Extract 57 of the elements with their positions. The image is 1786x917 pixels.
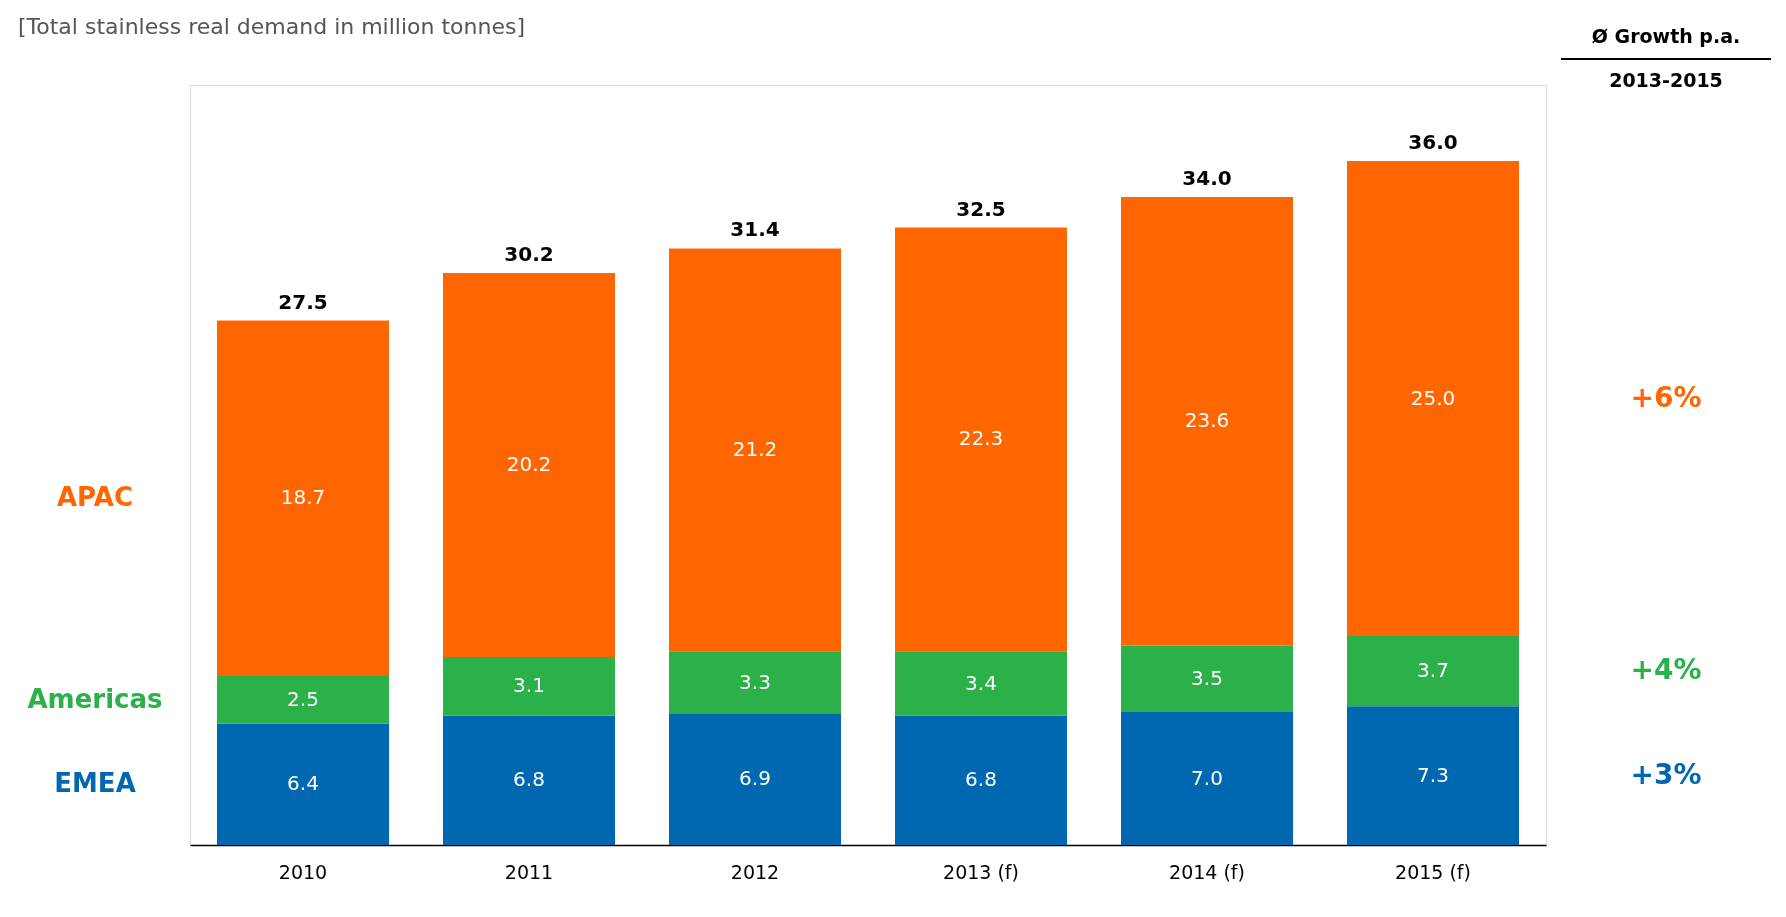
text: 2013-2015 (1609, 69, 1723, 91)
bar (1121, 645, 1293, 712)
bar (1347, 706, 1519, 845)
bar (217, 675, 389, 724)
data-label: 3.3 (739, 669, 771, 694)
bar (1121, 197, 1293, 646)
text: APAC (57, 482, 133, 513)
bar (1347, 636, 1519, 707)
x-tick-label: 2011 (504, 860, 554, 883)
data-label: 2.5 (287, 686, 319, 711)
x-tick-label: 2015 (f) (1395, 860, 1471, 883)
data-label: 6.8 (513, 767, 545, 792)
data-label: 7.0 (1191, 765, 1223, 790)
x-tick-label: 2012 (730, 860, 780, 883)
x-tick-label: 2014 (f) (1169, 860, 1245, 883)
bar (895, 227, 1067, 652)
bar (443, 656, 615, 716)
data-label: 3.1 (513, 673, 545, 698)
text: +6% (1630, 380, 1702, 414)
total-label: 30.2 (504, 242, 554, 267)
data-label: 3.5 (1191, 665, 1223, 690)
data-label: 6.9 (739, 766, 771, 791)
data-label: 3.7 (1417, 658, 1449, 683)
data-label: 7.3 (1417, 762, 1449, 787)
bar (895, 651, 1067, 716)
bar (217, 320, 389, 676)
text: EMEA (54, 768, 136, 799)
text: Ø Growth p.a. (1591, 25, 1741, 47)
data-label: 6.8 (965, 767, 997, 792)
total-label: 31.4 (730, 217, 780, 242)
data-label: 21.2 (732, 436, 778, 461)
total-label: 27.5 (278, 289, 328, 314)
bar (895, 715, 1067, 845)
total-label: 32.5 (956, 196, 1006, 221)
text: +4% (1630, 653, 1702, 687)
data-label: 20.2 (506, 452, 552, 476)
data-label: 23.6 (1184, 408, 1230, 433)
bar (669, 651, 841, 714)
bar (1121, 712, 1293, 845)
data-label: 18.7 (280, 485, 326, 510)
chart-title: [Total stainless real demand in million tonnes] (18, 14, 526, 39)
bar (443, 273, 615, 657)
bar (1347, 161, 1519, 636)
text: +3% (1630, 757, 1702, 791)
bar (443, 715, 615, 845)
x-tick-label: 2013 (f) (943, 860, 1019, 883)
text: Americas (27, 683, 163, 714)
total-label: 36.0 (1408, 130, 1458, 154)
total-label: 34.0 (1182, 166, 1232, 191)
bar (217, 723, 389, 845)
data-label: 6.4 (287, 771, 319, 796)
bar (669, 248, 841, 652)
data-label: 3.4 (965, 670, 997, 695)
data-label: 22.3 (958, 426, 1004, 451)
x-tick-label: 2010 (278, 860, 328, 883)
bar (669, 713, 841, 845)
data-label: 25.0 (1410, 385, 1456, 410)
